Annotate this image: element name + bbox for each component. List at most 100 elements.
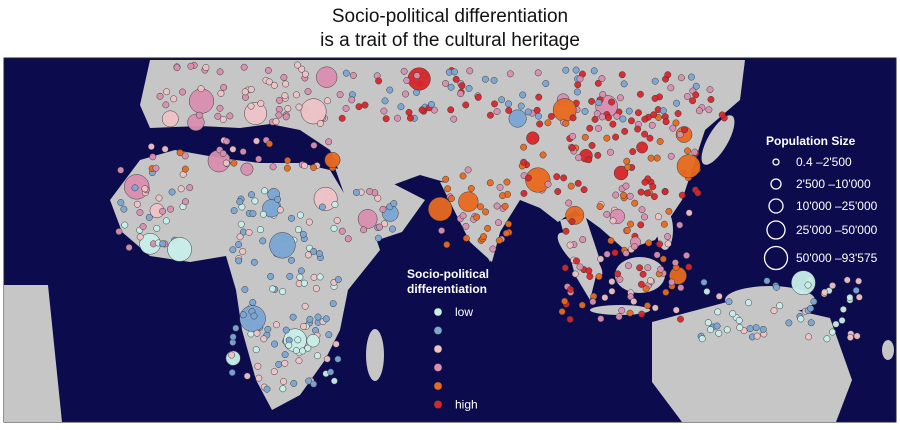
- settlement-dot: [253, 137, 260, 145]
- settlement-dot: [626, 309, 634, 317]
- settlement-dot: [625, 262, 632, 270]
- settlement-dot: [168, 188, 176, 196]
- settlement-dot: [283, 164, 291, 172]
- settlement-dot: [855, 277, 863, 285]
- settlement-dot: [573, 257, 580, 265]
- settlement-dot: [572, 66, 580, 74]
- legend-size: [772, 158, 780, 166]
- settlement-dot: [707, 96, 715, 103]
- settlement-dot: [413, 72, 421, 80]
- settlement-dot: [298, 65, 306, 73]
- settlement-dot: [605, 114, 612, 122]
- settlement-dot: [558, 308, 566, 316]
- settlement-dot: [181, 165, 189, 173]
- legend-size: [763, 245, 789, 271]
- settlement-dot: [156, 92, 164, 100]
- settlement-dot: [264, 325, 272, 333]
- settlement-dot: [691, 148, 699, 156]
- settlement-dot: [631, 243, 639, 251]
- settlement-dot: [269, 232, 296, 259]
- settlement-dot: [520, 189, 528, 197]
- settlement-dot: [622, 182, 630, 190]
- settlement-dot: [312, 285, 320, 292]
- settlement-dot: [618, 307, 626, 314]
- settlement-dot: [574, 81, 582, 89]
- settlement-dot: [131, 184, 139, 192]
- settlement-dot: [581, 107, 589, 115]
- settlement-dot: [637, 221, 645, 229]
- settlement-dot: [407, 67, 431, 91]
- settlement-dot: [567, 182, 575, 190]
- legend-label: 2'500 –10'000: [796, 177, 871, 191]
- settlement-dot: [576, 263, 584, 271]
- settlement-dot: [247, 86, 255, 93]
- settlement-dot: [495, 219, 502, 227]
- settlement-dot: [261, 187, 269, 195]
- settlement-dot: [273, 321, 280, 329]
- settlement-dot: [177, 185, 185, 193]
- settlement-dot: [375, 77, 383, 85]
- settlement-dot: [295, 226, 302, 234]
- settlement-dot: [595, 99, 603, 106]
- settlement-dot: [773, 283, 780, 291]
- settlement-dot: [270, 368, 278, 376]
- population-legend: Population Size 0.4 –2'500 2'500 –10'000 10…: [763, 134, 878, 271]
- legend-label: 25'000 –50'000: [796, 223, 878, 237]
- settlement-dot: [544, 119, 552, 127]
- settlement-dot: [533, 106, 541, 114]
- settlement-dot: [653, 251, 661, 259]
- settlement-dot: [336, 91, 344, 99]
- settlement-dot: [668, 278, 676, 286]
- settlement-dot: [805, 333, 813, 341]
- settlement-dot: [615, 313, 623, 321]
- settlement-dot: [325, 138, 333, 146]
- settlement-dot: [141, 185, 149, 193]
- settlement-dot: [182, 198, 189, 206]
- settlement-dot: [229, 333, 237, 341]
- settlement-dot: [526, 131, 540, 145]
- settlement-dot: [597, 255, 605, 263]
- settlement-dot: [255, 155, 263, 163]
- settlement-dot: [348, 96, 356, 104]
- settlement-dot: [462, 222, 470, 230]
- settlement-dot: [567, 285, 574, 293]
- settlement-dot: [155, 194, 163, 202]
- settlement-dot: [753, 332, 761, 340]
- settlement-dot: [664, 233, 672, 241]
- settlement-dot: [659, 107, 667, 115]
- settlement-dot: [380, 107, 388, 115]
- settlement-dot: [447, 106, 455, 114]
- settlement-dot: [304, 251, 312, 259]
- settlement-dot: [235, 257, 243, 265]
- settlement-dot: [252, 346, 260, 354]
- settlement-dot: [400, 67, 408, 75]
- settlement-dot: [330, 224, 338, 232]
- settlement-dot: [482, 208, 490, 216]
- settlement-dot: [149, 153, 157, 161]
- settlement-dot: [451, 68, 458, 76]
- settlement-dot: [647, 277, 654, 285]
- settlement-dot: [403, 77, 411, 84]
- settlement-dot: [579, 236, 587, 244]
- settlement-dot: [314, 352, 321, 360]
- settlement-dot: [501, 202, 509, 210]
- settlement-dot: [554, 188, 562, 195]
- settlement-dot: [275, 111, 283, 119]
- settlement-dot: [275, 96, 283, 104]
- settlement-dot: [220, 83, 228, 91]
- settlement-dot: [316, 273, 324, 281]
- settlement-dot: [338, 227, 346, 235]
- settlement-dot: [685, 209, 693, 217]
- settlement-dot: [706, 86, 714, 94]
- settlement-dot: [594, 151, 602, 159]
- settlement-dot: [785, 319, 793, 327]
- settlement-dot: [239, 311, 247, 319]
- settlement-dot: [349, 72, 357, 79]
- settlement-dot: [725, 298, 733, 306]
- settlement-dot: [167, 205, 175, 213]
- settlement-dot: [281, 359, 289, 367]
- settlement-dot: [292, 347, 300, 354]
- settlement-dot: [330, 377, 338, 385]
- settlement-dot: [189, 88, 215, 114]
